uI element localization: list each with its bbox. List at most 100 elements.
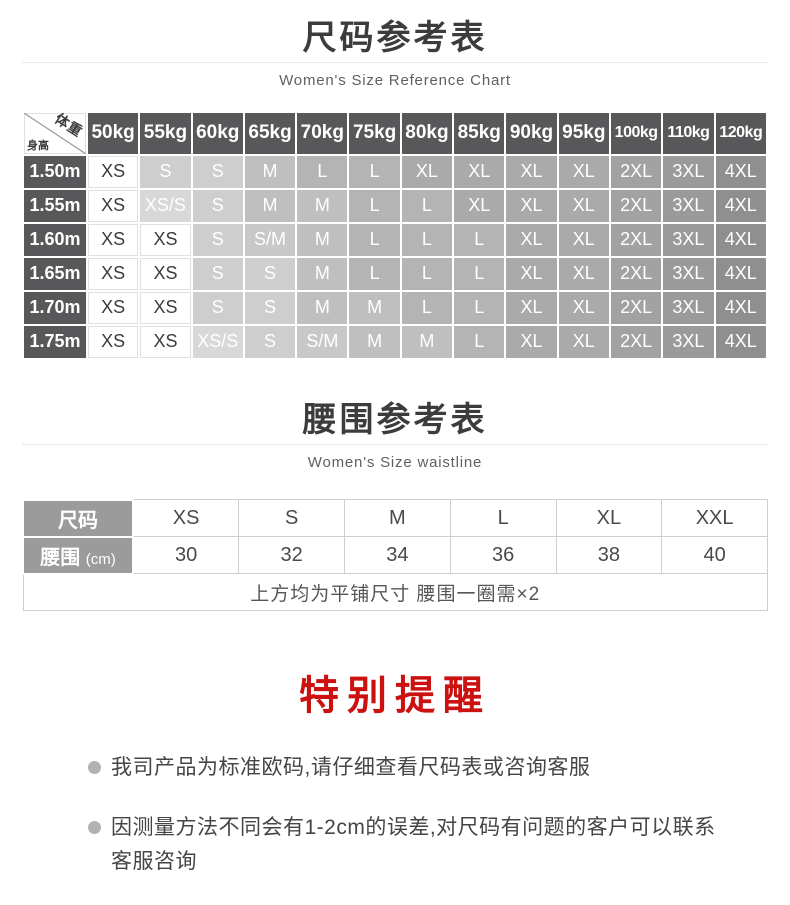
size-cell: XL	[558, 155, 609, 188]
size-cell: S/M	[297, 325, 348, 358]
size-cell: 4XL	[715, 223, 766, 256]
reminder-title: 特别提醒	[299, 674, 491, 719]
size-cell: L	[454, 223, 505, 256]
size-cell: 3XL	[663, 223, 714, 256]
size-cell: XL	[506, 257, 557, 290]
waist-size-cell: XL	[555, 499, 663, 538]
size-cell: S	[192, 155, 243, 188]
size-cell: 3XL	[663, 155, 714, 188]
weight-header: 80kg	[401, 112, 453, 154]
size-cell: XL	[401, 155, 453, 188]
size-cell: 4XL	[715, 155, 766, 188]
size-chart-row: 1.75m XS XS XS/S S S/M M M L XL XL 2XL 3XL 4XL	[24, 325, 766, 358]
size-chart-title-block: 尺码参考表 Women's Size Reference Chart	[22, 0, 768, 89]
size-cell: L	[401, 189, 453, 222]
size-cell: XS	[88, 325, 139, 358]
size-cell: S	[192, 257, 243, 290]
size-cell: M	[349, 291, 400, 324]
size-cell: 2XL	[610, 257, 662, 290]
bullet-icon	[88, 761, 101, 775]
waist-size-row: 尺码 XS S M L XL XXL	[22, 498, 768, 538]
size-cell: XL	[506, 325, 557, 358]
height-label: 1.70m	[24, 291, 86, 324]
size-cell: 3XL	[663, 189, 714, 222]
size-cell: 4XL	[715, 325, 766, 358]
size-cell: XL	[506, 189, 557, 222]
weight-header: 60kg	[192, 112, 243, 154]
size-cell: XS/S	[192, 325, 243, 358]
size-cell: S	[192, 223, 243, 256]
weight-header: 110kg	[663, 112, 714, 154]
size-cell: XS/S	[140, 189, 191, 222]
size-cell: XS	[140, 325, 191, 358]
size-chart-row: 1.50m XS S S M L L XL XL XL XL 2XL 3XL 4XL	[24, 155, 766, 188]
title-divider	[22, 61, 768, 63]
reminder-text: 我司产品为标准欧码,请仔细查看尺码表或咨询客服	[111, 756, 591, 780]
size-cell: XS	[140, 257, 191, 290]
weight-header: 70kg	[297, 112, 348, 154]
waist-cm-cell: 30	[132, 536, 240, 575]
size-cell: S	[244, 291, 296, 324]
size-chart-body: 1.50m XS S S M L L XL XL XL XL 2XL 3XL 4XL 1.55m XS XS/S…	[24, 155, 766, 358]
size-cell: 2XL	[610, 325, 662, 358]
waist-cm-cell: 36	[449, 536, 557, 575]
waist-cm-cell: 40	[661, 536, 768, 575]
size-cell: L	[349, 257, 400, 290]
waist-subtitle: Women's Size waistline	[307, 453, 483, 471]
size-cell: L	[454, 257, 505, 290]
size-cell: XS	[88, 155, 139, 188]
height-label: 1.75m	[24, 325, 86, 358]
diagonal-line	[24, 112, 86, 154]
size-cell: L	[401, 291, 453, 324]
weight-header: 55kg	[140, 112, 191, 154]
size-cell: S	[140, 155, 191, 188]
size-cell: 2XL	[610, 155, 662, 188]
size-cell: XL	[506, 155, 557, 188]
size-cell: M	[244, 189, 296, 222]
size-chart-title: 尺码参考表	[302, 19, 488, 57]
size-cell: 2XL	[610, 291, 662, 324]
reminder-text: 因测量方法不同会有1-2cm的误差,对尺码有问题的客户可以联系客服咨询	[111, 816, 716, 874]
waist-cm-row: 腰围 (cm) 30 32 34 36 38 40	[22, 535, 768, 575]
waist-table: 尺码 XS S M L XL XXL 腰围 (cm) 30 32 34 36 38 40 上方均为平…	[22, 498, 768, 612]
size-chart-header-row: 体重 身高 50kg 55kg 60kg 65kg 70kg 75kg 80kg 85kg 90…	[24, 110, 766, 154]
size-cell: M	[297, 223, 348, 256]
size-cell: L	[297, 155, 348, 188]
size-cell: XL	[454, 155, 505, 188]
waist-label: 腰围	[40, 546, 81, 569]
size-cell: M	[401, 325, 453, 358]
size-chart-row: 1.60m XS XS S S/M M L L L XL XL 2XL 3XL 4XL	[24, 223, 766, 256]
size-cell: 4XL	[715, 257, 766, 290]
size-cell: L	[401, 223, 453, 256]
size-cell: S	[192, 291, 243, 324]
waist-note: 上方均为平铺尺寸 腰围一圈需×2	[22, 573, 768, 612]
size-chart-row: 1.70m XS XS S S M M L L XL XL 2XL 3XL 4XL	[24, 291, 766, 324]
size-chart-row: 1.65m XS XS S S M L L L XL XL 2XL 3XL 4XL	[24, 257, 766, 290]
size-cell: L	[349, 189, 400, 222]
size-cell: XS	[88, 189, 139, 222]
weight-header: 65kg	[244, 112, 296, 154]
size-cell: 3XL	[663, 325, 714, 358]
waist-size-cell: XXL	[661, 499, 768, 538]
size-cell: M	[349, 325, 400, 358]
title-divider	[22, 443, 768, 445]
size-cell: S	[244, 257, 296, 290]
size-cell: L	[349, 223, 400, 256]
size-cell: M	[297, 257, 348, 290]
size-cell: 4XL	[715, 189, 766, 222]
size-cell: XS	[140, 223, 191, 256]
size-cell: L	[349, 155, 400, 188]
height-label: 1.65m	[24, 257, 86, 290]
weight-header: 75kg	[349, 112, 400, 154]
corner-cell: 体重 身高	[24, 110, 86, 154]
weight-header: 90kg	[506, 112, 557, 154]
size-cell: XS	[88, 223, 139, 256]
height-label: 1.60m	[24, 223, 86, 256]
waist-cm-cell: 32	[238, 536, 345, 575]
size-cell: XS	[140, 291, 191, 324]
waist-size-cell: M	[344, 499, 451, 538]
weight-header: 100kg	[610, 112, 662, 154]
reminder-item: 我司产品为标准欧码,请仔细查看尺码表或咨询客服	[88, 751, 768, 785]
waist-title: 腰围参考表	[302, 400, 488, 439]
height-label: 1.50m	[24, 155, 86, 188]
